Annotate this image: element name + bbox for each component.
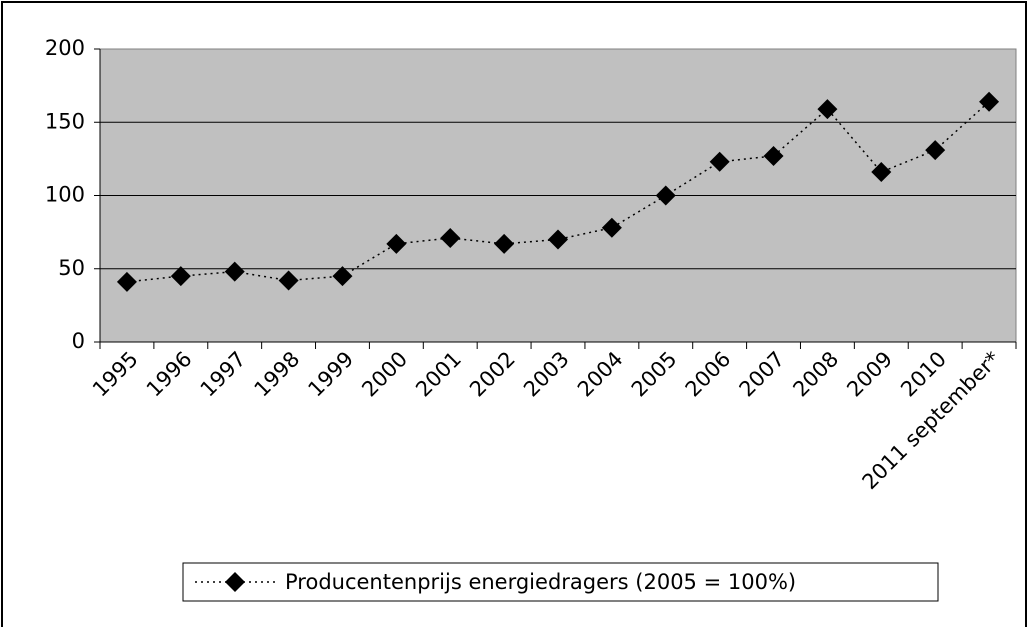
y-tick-label: 50 [58,256,85,280]
legend-box [182,562,939,602]
y-tick-label: 200 [45,36,85,60]
series-line [126,101,990,283]
data-point [601,217,622,238]
legend: Producentenprijs energiedragers (2005 = … [182,562,939,602]
data-point [817,99,838,120]
y-tick-label: 100 [45,183,85,207]
data-point [440,227,461,248]
data-point [655,185,676,206]
data-point [763,145,784,166]
data-point [116,271,137,292]
legend-label: Producentenprijs energiedragers (2005 = … [285,570,796,594]
data-point [548,229,568,250]
data-point [170,266,191,287]
y-tick-label: 0 [72,329,85,353]
data-point [278,270,299,291]
data-point [224,261,245,282]
data-point [386,233,407,254]
data-point [709,151,730,172]
data-point [332,266,353,287]
data-point [979,91,1000,112]
legend-marker [225,572,245,592]
y-tick-label: 150 [45,109,85,133]
data-point [925,140,946,161]
data-point [494,233,515,254]
data-point [871,162,892,183]
